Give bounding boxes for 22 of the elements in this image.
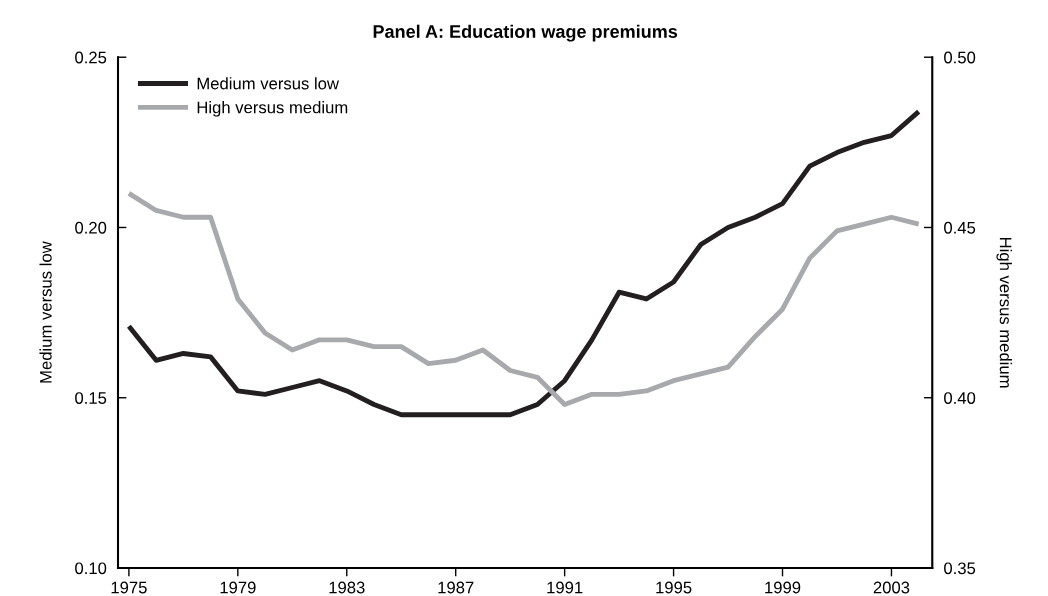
y2-tick-label: 0.45 [944, 221, 976, 234]
y-tick-label: 0.20 [75, 221, 107, 234]
legend-label: High versus medium [197, 101, 348, 117]
x-tick-label: 1995 [656, 581, 692, 594]
x-tick-label: 1987 [438, 581, 474, 594]
y-axis-title: Medium versus low [39, 241, 52, 383]
y-tick-label: 0.15 [75, 392, 107, 404]
x-tick-label: 1975 [111, 581, 147, 594]
chart-title: Panel A: Education wage premiums [373, 24, 678, 42]
y2-tick-label: 0.40 [944, 392, 976, 404]
y2-axis-title: High versus medium [996, 238, 1012, 388]
y2-tick-label: 0.35 [944, 562, 976, 575]
x-tick-label: 2003 [873, 581, 910, 594]
x-tick-label: 1991 [547, 581, 583, 594]
line-series [126, 190, 922, 407]
legend-label: Medium versus low [197, 77, 340, 90]
x-tick-label: 1983 [329, 581, 365, 594]
x-tick-label: 1999 [765, 581, 801, 594]
y-tick-label: 0.10 [75, 562, 107, 575]
y-tick-label: 0.25 [75, 51, 107, 64]
x-tick-label: 1979 [220, 581, 256, 594]
y2-tick-label: 0.50 [944, 51, 976, 64]
